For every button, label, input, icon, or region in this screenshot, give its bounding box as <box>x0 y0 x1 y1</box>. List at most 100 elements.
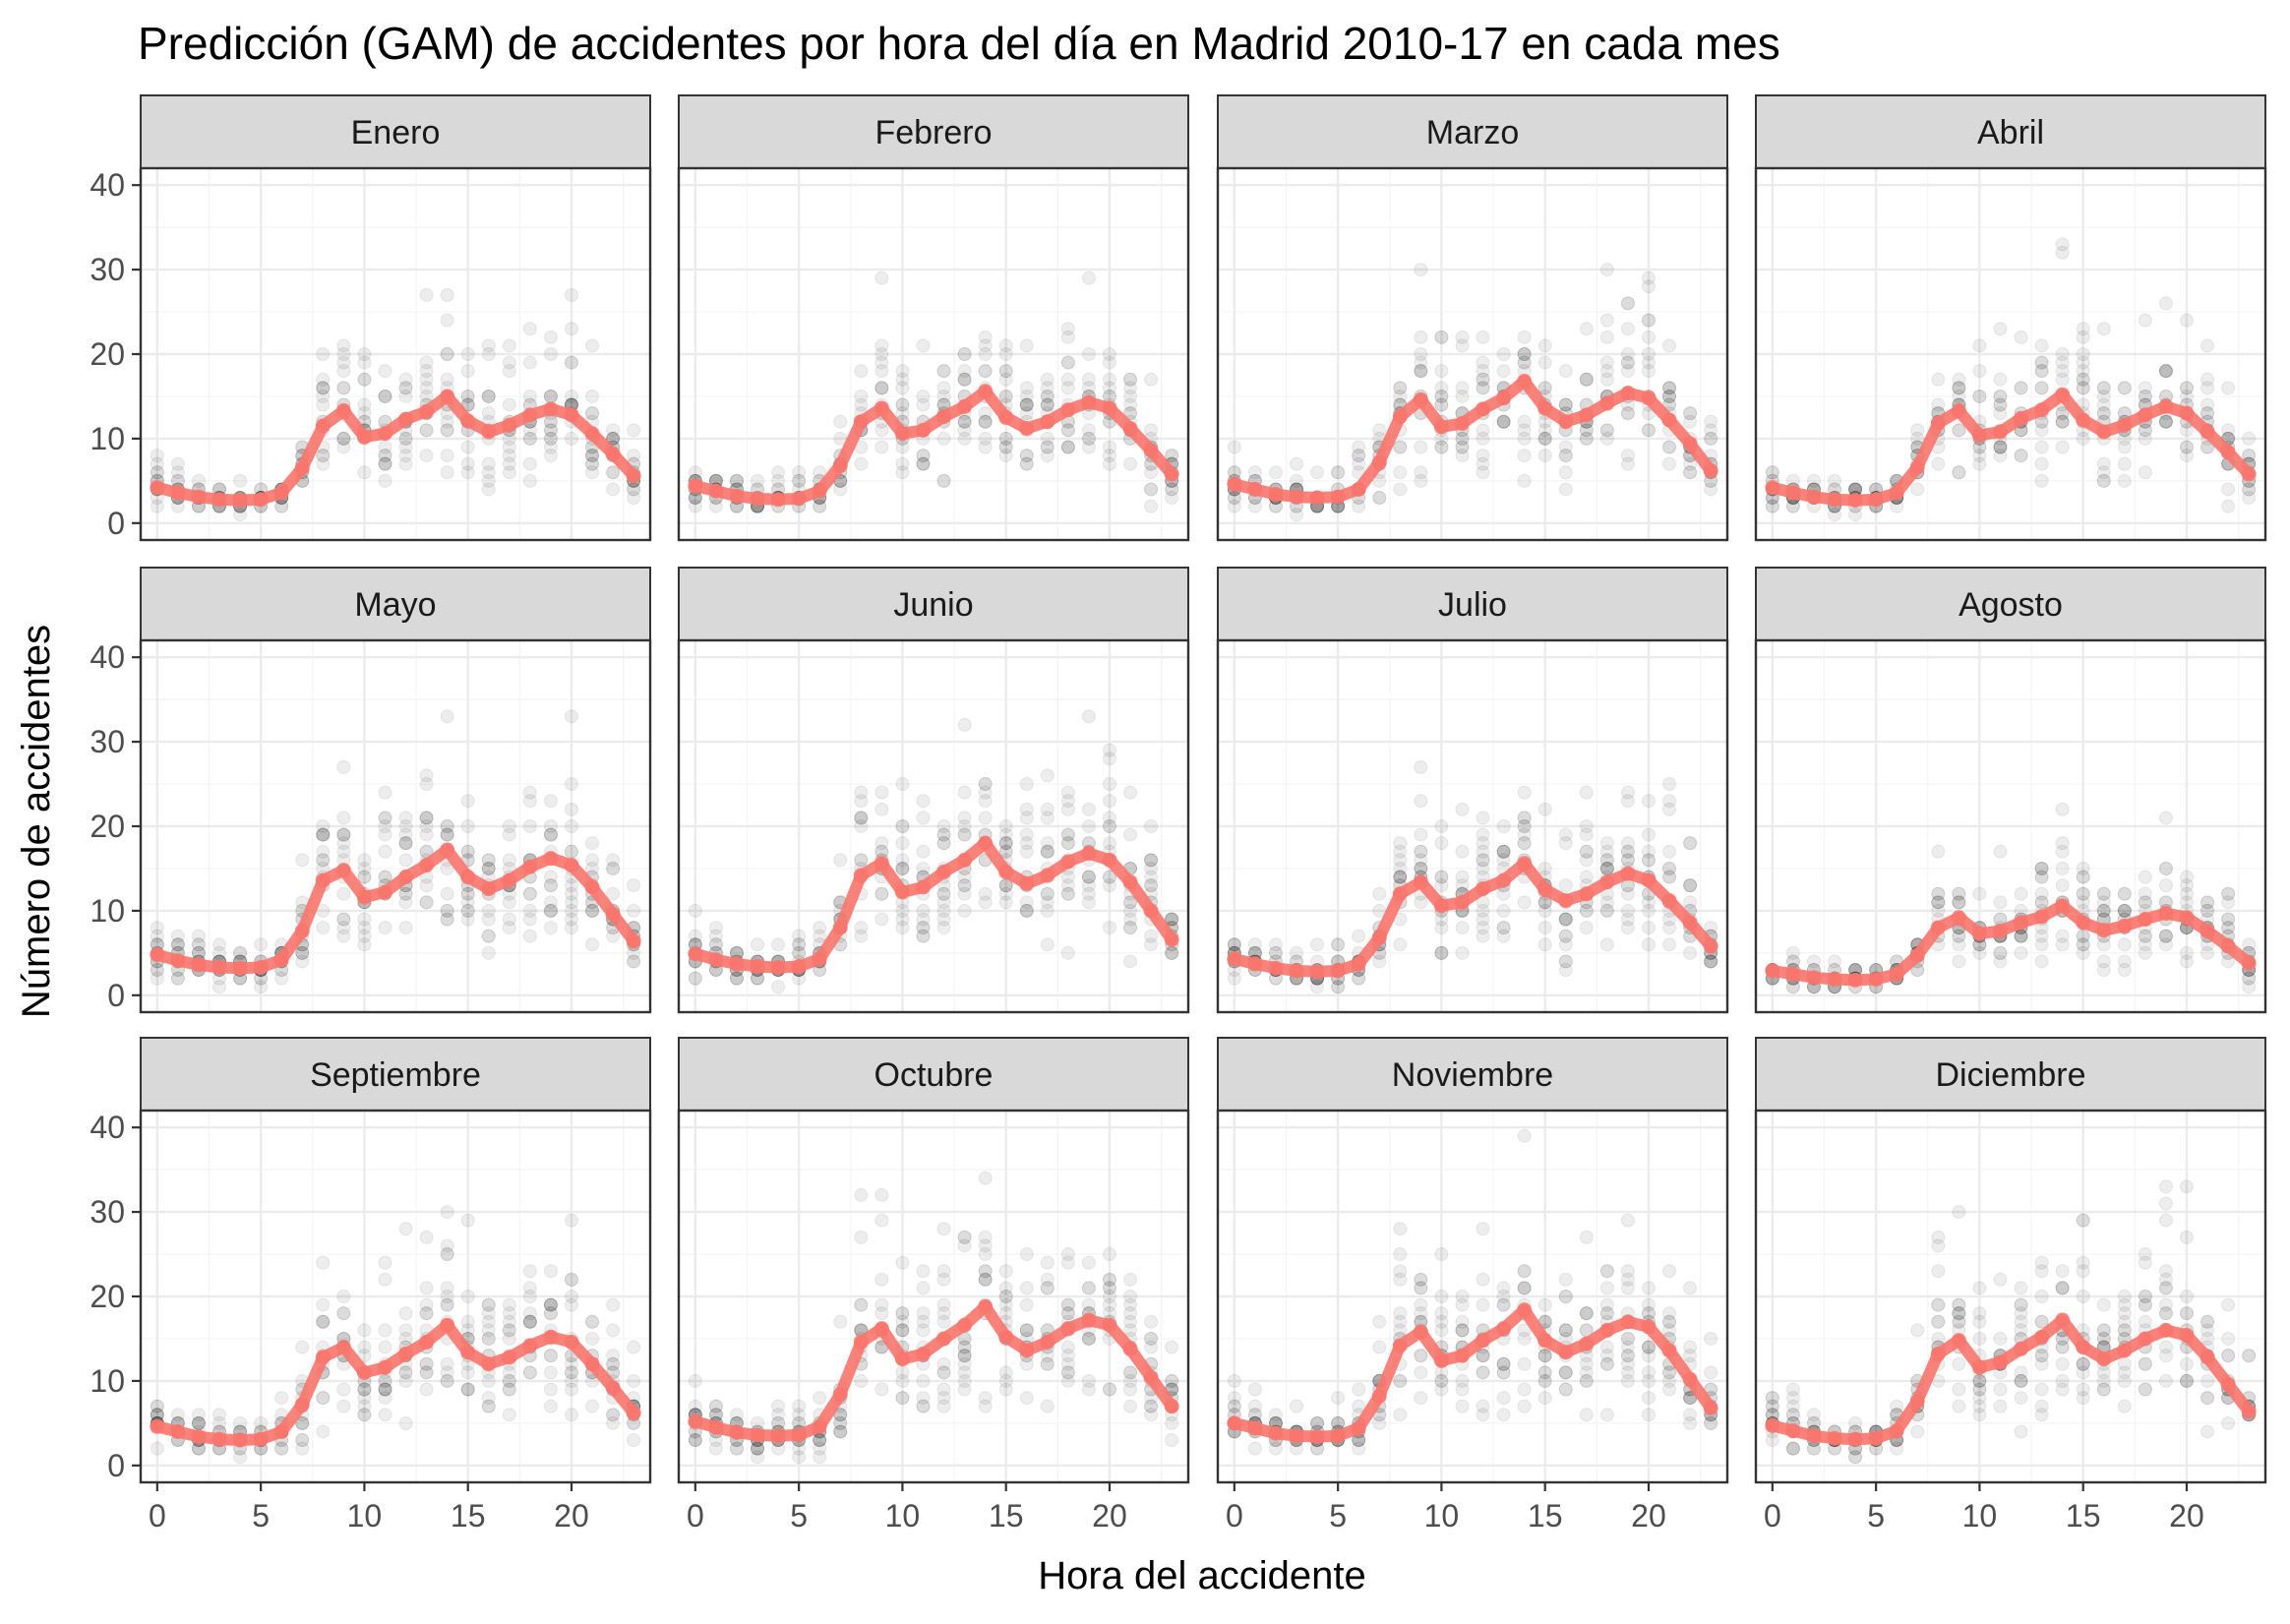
observation-point <box>1972 1281 1987 1295</box>
observation-point <box>1993 1331 2008 1346</box>
observation-point <box>460 440 475 454</box>
observation-point <box>627 423 641 438</box>
observation-point <box>522 886 537 901</box>
observation-point <box>998 431 1013 446</box>
observation-point <box>543 1349 558 1363</box>
observation-point <box>1102 347 1116 361</box>
observation-point <box>874 1382 889 1397</box>
prediction-point <box>1164 466 1179 482</box>
prediction-point <box>1703 1400 1718 1415</box>
prediction-point <box>1496 391 1512 406</box>
observation-point <box>2014 1424 2028 1439</box>
observation-point <box>1060 322 1075 336</box>
observation-point <box>502 440 516 454</box>
observation-point <box>1806 954 1821 969</box>
observation-point <box>1040 397 1055 412</box>
observation-point <box>916 456 931 471</box>
observation-point <box>2138 1356 2152 1371</box>
observation-point <box>522 431 537 446</box>
observation-point <box>1144 465 1159 480</box>
prediction-point <box>1330 1428 1346 1444</box>
observation-point <box>295 945 310 960</box>
observation-point <box>378 1408 392 1422</box>
observation-point <box>978 431 993 446</box>
observation-point <box>2138 1297 2152 1312</box>
observation-point <box>1247 1441 1262 1456</box>
observation-point <box>916 1314 931 1329</box>
panels-group: Enero 0 10 20 30 40 Febrero Marzo Abril Mayo 0 10 20… <box>90 94 2267 1534</box>
observation-point <box>1393 1408 1408 1422</box>
observation-point <box>1641 827 1656 842</box>
observation-point <box>1476 1408 1490 1422</box>
observation-point <box>1102 819 1116 833</box>
prediction-point <box>150 1418 165 1434</box>
observation-point <box>543 921 558 935</box>
observation-point <box>2117 1399 2132 1413</box>
observation-point <box>998 364 1013 379</box>
observation-point <box>1641 921 1656 935</box>
prediction-point <box>2117 1343 2133 1358</box>
observation-point <box>336 338 351 353</box>
observation-point <box>1040 449 1055 463</box>
prediction-point <box>688 478 703 494</box>
observation-point <box>1476 1272 1490 1287</box>
observation-point <box>336 381 351 395</box>
observation-point <box>440 449 454 463</box>
observation-point <box>564 287 578 302</box>
observation-point <box>502 912 516 927</box>
observation-point <box>522 912 537 927</box>
observation-point <box>998 1264 1013 1279</box>
observation-point <box>502 338 516 353</box>
observation-point <box>1931 1297 1946 1312</box>
observation-point <box>813 1391 827 1406</box>
observation-point <box>2179 313 2194 328</box>
observation-point <box>2034 937 2049 952</box>
observation-point <box>502 819 516 833</box>
prediction-point <box>1289 963 1304 979</box>
observation-point <box>1517 1281 1532 1295</box>
prediction-point <box>1682 915 1698 931</box>
observation-point <box>1972 364 1987 379</box>
observation-point <box>2076 1290 2090 1303</box>
observation-point <box>957 414 972 429</box>
observation-point <box>1517 1356 1532 1371</box>
observation-point <box>543 330 558 344</box>
prediction-point <box>1806 489 1822 505</box>
observation-point <box>254 937 269 952</box>
observation-point <box>1040 397 1055 412</box>
observation-point <box>1455 921 1470 935</box>
observation-point <box>1040 381 1055 395</box>
prediction-point <box>2034 1329 2050 1345</box>
observation-point <box>564 1382 578 1397</box>
prediction-point <box>853 414 869 430</box>
observation-point <box>936 389 951 403</box>
observation-point <box>502 1314 516 1329</box>
observation-point <box>2200 406 2215 421</box>
prediction-point <box>1392 886 1408 902</box>
observation-point <box>1102 1281 1116 1295</box>
prediction-point <box>1019 875 1035 891</box>
observation-point <box>1081 440 1096 454</box>
observation-point <box>936 1365 951 1380</box>
observation-point <box>1599 903 1614 918</box>
observation-point <box>1476 827 1490 842</box>
observation-point <box>1579 903 1594 918</box>
observation-point <box>502 431 516 446</box>
observation-point <box>419 1281 434 1295</box>
observation-point <box>1060 423 1075 438</box>
y-tick-label: 0 <box>107 1448 125 1483</box>
observation-point <box>771 1415 786 1430</box>
prediction-point <box>770 1428 786 1444</box>
observation-point <box>1765 1391 1779 1406</box>
observation-point <box>895 465 910 480</box>
observation-point <box>1620 1331 1635 1346</box>
observation-point <box>2158 937 2173 952</box>
prediction-point <box>1847 493 1863 509</box>
observation-point <box>2055 1264 2070 1279</box>
prediction-point <box>460 413 476 429</box>
observation-point <box>1496 347 1511 361</box>
observation-point <box>1019 1281 1034 1295</box>
observation-point <box>1993 1272 2008 1287</box>
x-tick-label: 10 <box>1424 1498 1460 1534</box>
prediction-point <box>2076 915 2091 931</box>
